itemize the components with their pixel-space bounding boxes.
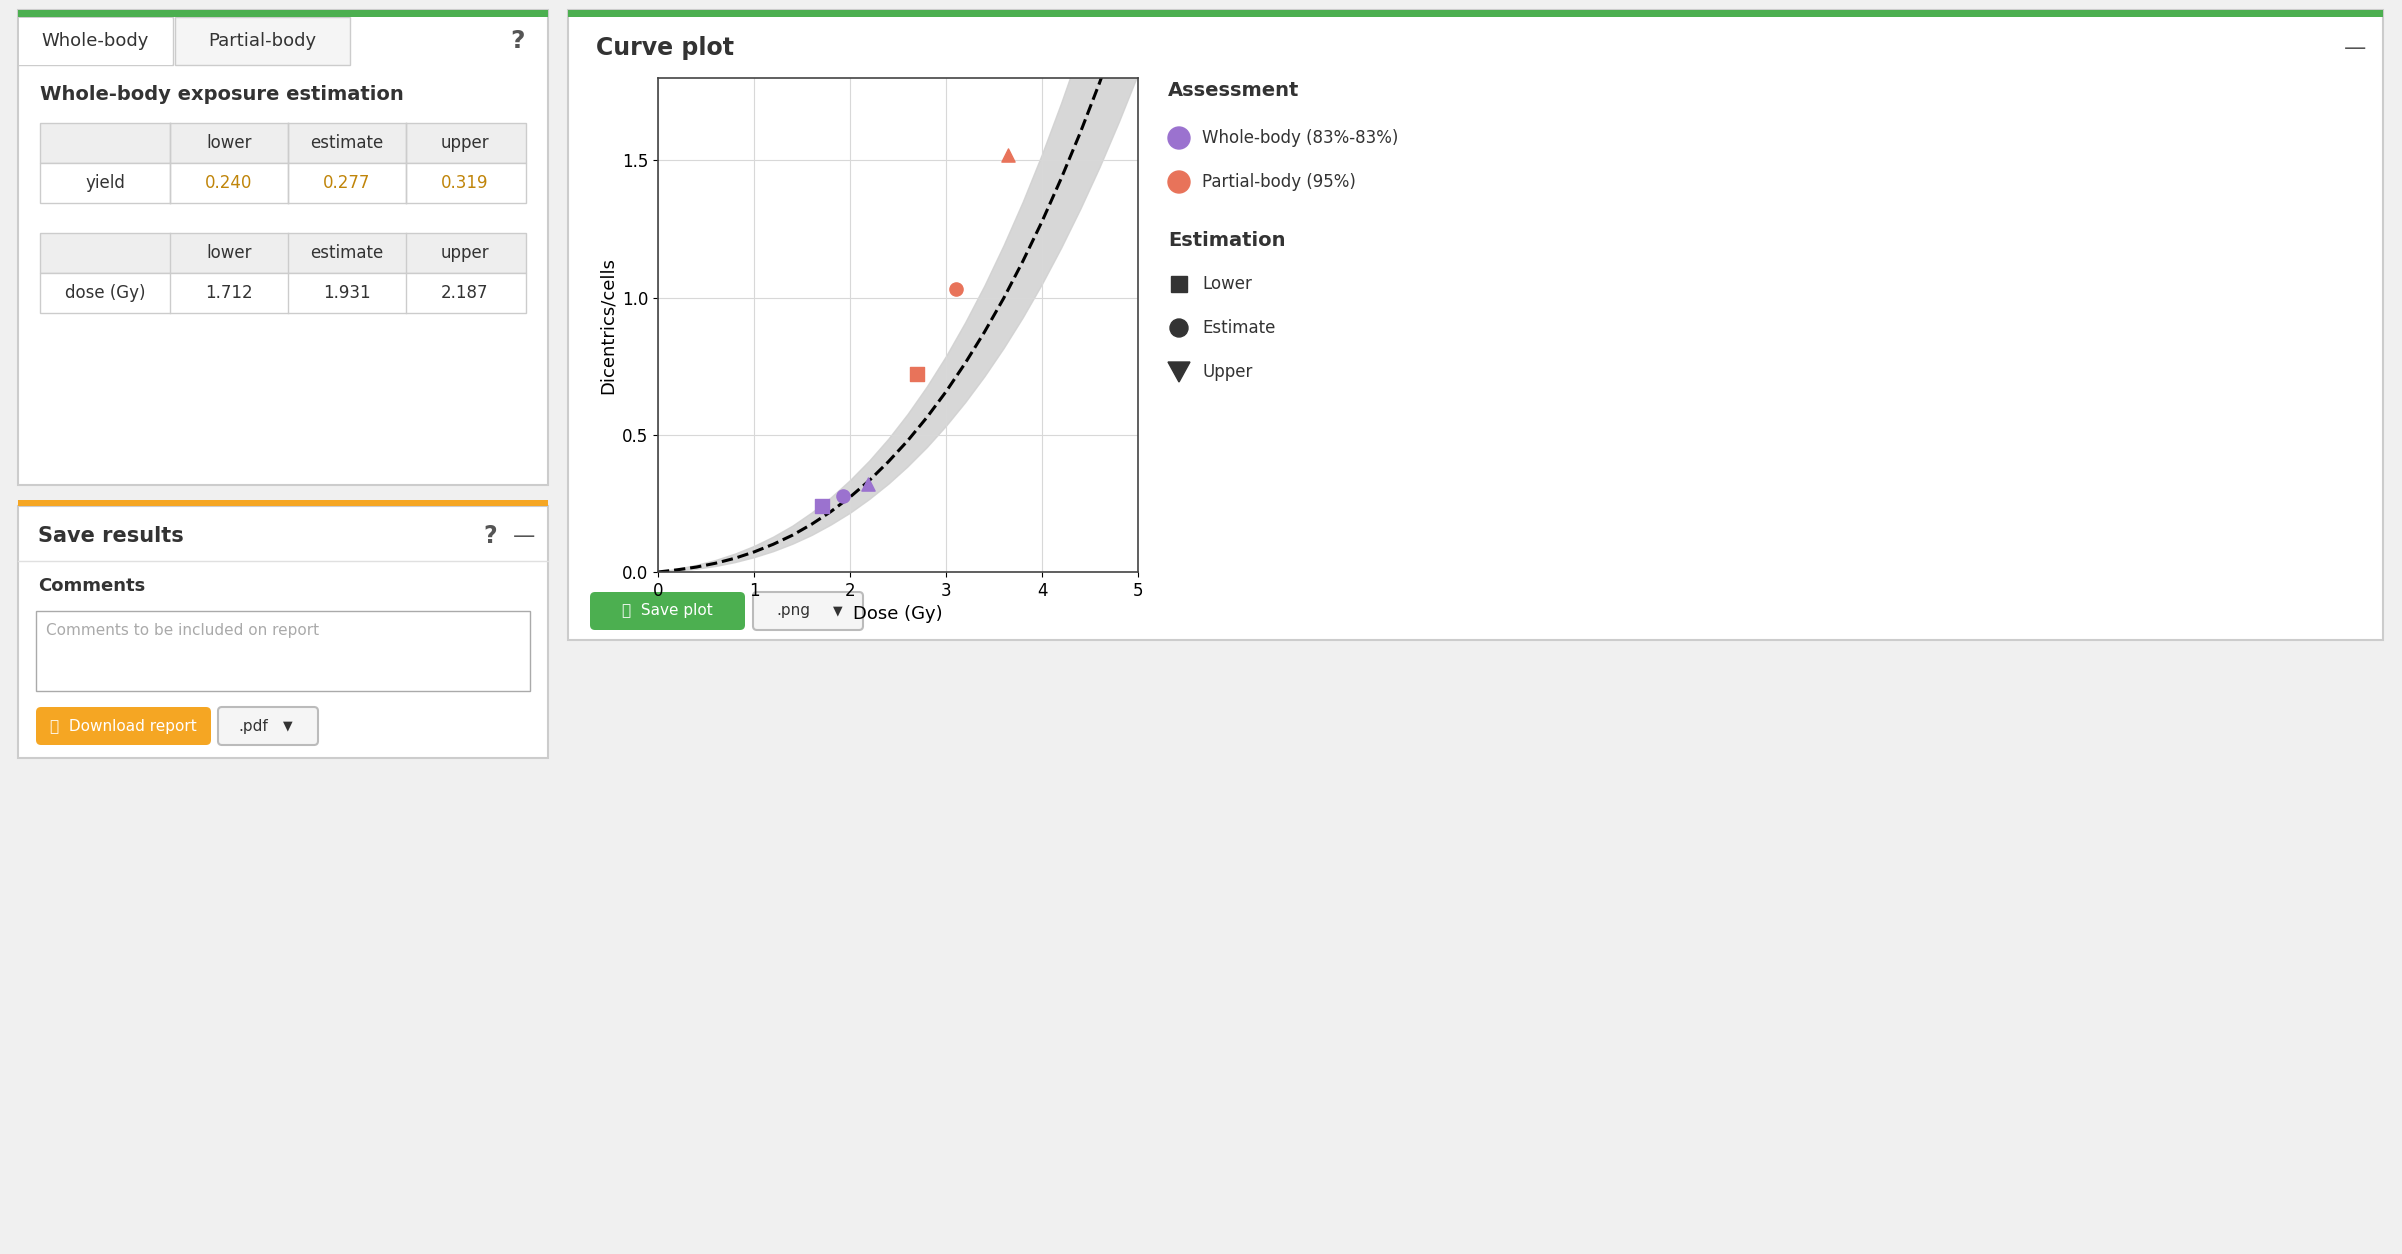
Text: 0.319: 0.319 — [442, 174, 488, 192]
Bar — [17, 500, 548, 507]
Text: yield: yield — [84, 174, 125, 192]
Bar — [567, 10, 2383, 18]
Text: estimate: estimate — [310, 245, 384, 262]
Text: 0.240: 0.240 — [204, 174, 252, 192]
Text: ⤓  Download report: ⤓ Download report — [50, 719, 197, 734]
Circle shape — [1167, 127, 1189, 149]
Point — [824, 487, 862, 507]
Text: .png: .png — [776, 603, 809, 618]
FancyBboxPatch shape — [36, 707, 211, 745]
Text: Upper: Upper — [1201, 362, 1251, 381]
Bar — [17, 18, 173, 65]
Text: Save results: Save results — [38, 525, 183, 545]
Point — [898, 365, 937, 385]
Text: Comments to be included on report: Comments to be included on report — [46, 623, 319, 638]
Text: ▼: ▼ — [833, 604, 843, 617]
Text: lower: lower — [207, 245, 252, 262]
Text: 2.187: 2.187 — [442, 283, 488, 302]
Bar — [1172, 276, 1187, 292]
Text: Whole-body exposure estimation: Whole-body exposure estimation — [41, 85, 404, 104]
Text: Lower: Lower — [1201, 275, 1251, 293]
Text: 1.712: 1.712 — [204, 283, 252, 302]
Text: ?: ? — [512, 29, 526, 53]
Text: 0.277: 0.277 — [324, 174, 370, 192]
Text: lower: lower — [207, 134, 252, 152]
Bar — [41, 273, 526, 314]
Point — [990, 144, 1028, 164]
Text: Whole-body (83%-83%): Whole-body (83%-83%) — [1201, 129, 1398, 147]
Text: ⤓  Save plot: ⤓ Save plot — [622, 603, 713, 618]
Text: —: — — [512, 525, 536, 545]
Y-axis label: Dicentrics/cells: Dicentrics/cells — [598, 257, 617, 394]
Bar — [175, 18, 351, 65]
Text: estimate: estimate — [310, 134, 384, 152]
Text: dose (Gy): dose (Gy) — [65, 283, 144, 302]
Text: upper: upper — [440, 245, 490, 262]
Bar — [19, 18, 173, 65]
Text: .pdf: .pdf — [238, 719, 269, 734]
Text: Partial-body: Partial-body — [209, 33, 317, 50]
Text: Whole-body: Whole-body — [41, 33, 149, 50]
Point — [937, 280, 975, 300]
Text: Partial-body (95%): Partial-body (95%) — [1201, 173, 1355, 191]
Bar — [17, 10, 548, 485]
Text: —: — — [2344, 38, 2366, 58]
Text: Estimation: Estimation — [1167, 231, 1285, 250]
Text: ?: ? — [483, 524, 497, 548]
Text: Curve plot: Curve plot — [596, 36, 735, 60]
Polygon shape — [1167, 362, 1189, 382]
Text: Assessment: Assessment — [1167, 80, 1299, 99]
Text: ▼: ▼ — [283, 720, 293, 732]
Text: Comments: Comments — [38, 577, 144, 594]
Circle shape — [1170, 319, 1189, 337]
Bar — [41, 123, 526, 163]
Bar — [567, 10, 2383, 640]
Circle shape — [1167, 171, 1189, 193]
Text: Estimate: Estimate — [1201, 319, 1275, 337]
Text: 1.931: 1.931 — [324, 283, 370, 302]
Point — [848, 474, 886, 494]
Bar — [41, 163, 526, 203]
FancyBboxPatch shape — [591, 592, 745, 630]
Bar — [17, 507, 548, 757]
Text: upper: upper — [440, 134, 490, 152]
X-axis label: Dose (Gy): Dose (Gy) — [853, 606, 944, 623]
FancyBboxPatch shape — [752, 592, 862, 630]
FancyBboxPatch shape — [219, 707, 317, 745]
Point — [802, 497, 841, 517]
Bar — [41, 233, 526, 273]
Bar — [36, 611, 531, 691]
Bar — [17, 10, 548, 18]
